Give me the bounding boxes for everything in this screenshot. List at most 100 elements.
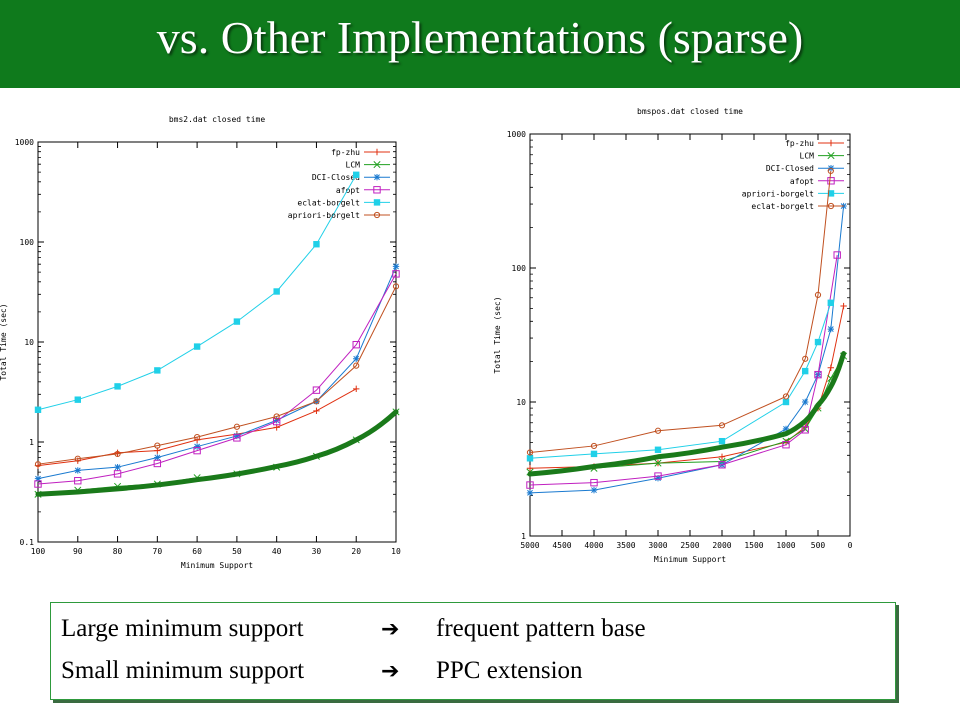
square-marker (392, 270, 400, 278)
circle-marker (814, 291, 822, 298)
square-marker (312, 386, 321, 394)
circle-marker (802, 355, 809, 362)
y-tick-label: 1 (29, 438, 34, 447)
legend-label: eclat-borgelt (297, 198, 360, 207)
circle-marker (827, 167, 834, 175)
series-eclat-borgelt (526, 167, 834, 456)
filled-square-marker (718, 437, 726, 445)
star-marker (154, 454, 161, 461)
square-marker (113, 470, 122, 478)
star-marker (827, 325, 834, 333)
x-tick-label: 20 (351, 547, 361, 556)
circle-marker (114, 450, 121, 458)
y-tick-label: 10 (24, 338, 34, 347)
series-line (529, 205, 845, 494)
x-tick-label: 1000 (776, 541, 795, 550)
star-marker (193, 443, 201, 450)
star-marker (526, 489, 534, 497)
chart-title: bmspos.dat closed time (637, 107, 743, 116)
series-line (37, 266, 397, 480)
y-tick-label: 1000 (15, 138, 34, 147)
series-afopt (526, 251, 841, 489)
y-tick-label: 10 (516, 398, 526, 407)
filled-square-marker (154, 367, 161, 374)
filled-square-marker (373, 199, 381, 206)
star-marker (273, 417, 280, 424)
x-tick-label: 4500 (552, 541, 571, 550)
series-dci-closed (34, 263, 400, 482)
filled-square-marker (782, 398, 790, 406)
circle-marker (273, 413, 280, 420)
slide-title: vs. Other Implementations (sparse) (156, 12, 804, 63)
legend-label: apriori-borgelt (288, 211, 360, 220)
x-tick-label: 3000 (648, 541, 667, 550)
circle-marker (782, 393, 790, 400)
star-marker (114, 463, 121, 471)
filled-square-marker (34, 406, 42, 413)
star-marker (590, 486, 598, 494)
filled-square-marker (233, 318, 241, 325)
square-marker (74, 477, 82, 485)
y-tick-label: 0.1 (20, 538, 35, 547)
x-tick-label: 5000 (520, 541, 539, 550)
note-result: PPC extension (436, 657, 583, 684)
circle-marker (590, 442, 598, 450)
series-afopt (34, 270, 400, 488)
series-line (529, 254, 838, 486)
series-line (37, 411, 397, 495)
legend-label: LCM (800, 152, 815, 161)
filled-square-marker (827, 190, 835, 197)
series-eclat-borgelt (34, 171, 360, 413)
plus-marker (353, 385, 360, 393)
square-marker (193, 446, 201, 455)
legend-label: DCI-Closed (312, 173, 360, 182)
filled-square-marker (353, 171, 360, 178)
x-tick-label: 90 (73, 547, 83, 556)
square-marker (272, 417, 281, 426)
y-tick-label: 1000 (507, 130, 526, 139)
x-tick-label: 30 (312, 547, 322, 556)
legend-label: afopt (790, 177, 814, 186)
star-marker (34, 475, 42, 482)
filled-square-marker (654, 446, 662, 453)
star-marker (233, 432, 241, 440)
circle-marker (526, 449, 534, 456)
x-tick-label: 2000 (712, 541, 731, 550)
square-marker (801, 426, 809, 434)
filled-square-marker (827, 299, 834, 306)
legend-label: fp-zhu (331, 148, 360, 157)
legend-label: LCM (346, 161, 361, 170)
square-marker (814, 370, 822, 379)
y-axis-label: Total Time (sec) (0, 303, 8, 380)
plus-marker (526, 465, 534, 472)
series-line (37, 286, 397, 465)
x-tick-label: 10 (391, 547, 401, 556)
circle-marker (654, 427, 662, 434)
square-marker (34, 480, 42, 488)
square-marker (654, 472, 662, 480)
plus-marker (718, 453, 726, 460)
legend-label: apriori-borgelt (742, 189, 814, 198)
plus-marker (827, 139, 835, 147)
circle-marker (718, 422, 726, 429)
square-marker (827, 177, 835, 185)
y-tick-label: 100 (512, 264, 527, 273)
filled-square-marker (526, 455, 534, 462)
y-tick-label: 100 (20, 238, 35, 247)
y-axis-label: Total Time (sec) (493, 296, 502, 373)
square-marker (526, 481, 534, 489)
emphasis-curve (527, 351, 847, 477)
series-apriori-borgelt (526, 299, 834, 462)
plus-marker (373, 148, 381, 156)
x-axis-label: Minimum Support (181, 561, 253, 570)
right-arrow-icon: ➔ (381, 617, 400, 642)
x-tick-label: 4000 (584, 541, 603, 550)
x-tick-label: 1500 (744, 541, 763, 550)
emphasis-curve (35, 409, 399, 497)
square-marker (782, 441, 790, 449)
circle-marker (34, 461, 42, 468)
x-tick-label: 2500 (680, 541, 699, 550)
note-line-large-support: Large minimum support ➔ frequent pattern b… (61, 615, 646, 643)
filled-square-marker (114, 383, 121, 390)
